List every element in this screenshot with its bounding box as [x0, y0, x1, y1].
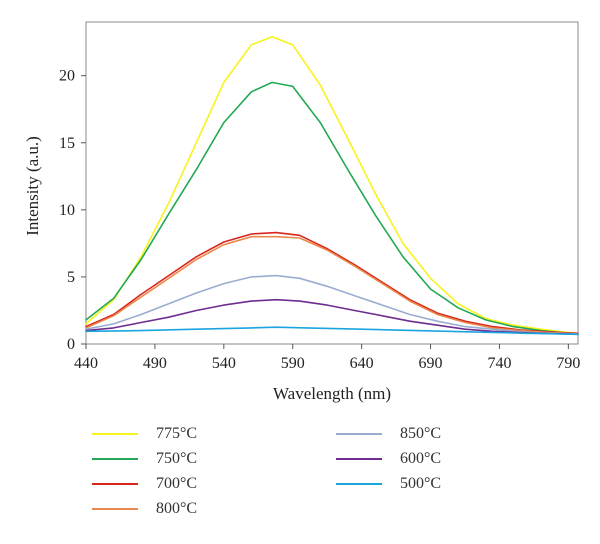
x-tick-label: 540	[212, 355, 236, 372]
x-tick-label: 740	[487, 355, 511, 372]
series-line-6	[85, 326, 579, 336]
series-line-2	[85, 231, 579, 335]
legend-swatch	[336, 483, 382, 485]
legend-item: 600°C	[336, 447, 441, 471]
series-layer	[85, 35, 579, 336]
legend-swatch	[92, 483, 138, 485]
legend-swatch	[336, 433, 382, 435]
legend-item: 775°C	[92, 422, 197, 446]
legend-label: 850°C	[400, 425, 442, 442]
series-line-4	[85, 274, 579, 335]
legend-label: 600°C	[400, 450, 442, 467]
x-tick-label: 490	[143, 355, 167, 372]
series-line-3	[85, 235, 579, 335]
legend-label: 700°C	[156, 475, 198, 492]
legend-swatch	[92, 433, 138, 435]
series-line-1	[85, 81, 579, 335]
legend-swatch	[92, 508, 138, 510]
legend-swatch	[92, 458, 138, 460]
legend: 775°C 750°C 700°C 800°C 850°C 600°C 500°C	[92, 422, 512, 532]
x-tick-label: 790	[556, 355, 580, 372]
y-tick-label: 10	[59, 202, 75, 219]
legend-label: 775°C	[156, 425, 198, 442]
x-axis-label: Wavelength (nm)	[273, 384, 391, 403]
x-tick-label: 640	[350, 355, 374, 372]
y-axis-label: Intensity (a.u.)	[23, 136, 42, 236]
plot-area	[85, 21, 579, 345]
x-tick-label: 440	[74, 355, 98, 372]
axes-layer: 440 490 540 590 640 690 740 790 0 5 10 15 20	[59, 68, 580, 372]
series-line-5	[85, 298, 579, 336]
x-tick-label: 590	[281, 355, 305, 372]
legend-label: 750°C	[156, 450, 198, 467]
legend-swatch	[336, 458, 382, 460]
legend-label: 500°C	[400, 475, 442, 492]
y-tick-label: 15	[59, 135, 75, 152]
y-tick-label: 5	[67, 269, 75, 286]
legend-label: 800°C	[156, 500, 198, 517]
y-tick-label: 0	[67, 336, 75, 353]
legend-item: 700°C	[92, 472, 197, 496]
plot-frame	[85, 21, 579, 345]
legend-item: 500°C	[336, 472, 441, 496]
x-tick-label: 690	[419, 355, 443, 372]
legend-item: 750°C	[92, 447, 197, 471]
legend-item: 850°C	[336, 422, 441, 446]
y-tick-label: 20	[59, 68, 75, 85]
series-line-0	[85, 35, 579, 335]
legend-item: 800°C	[92, 497, 197, 521]
